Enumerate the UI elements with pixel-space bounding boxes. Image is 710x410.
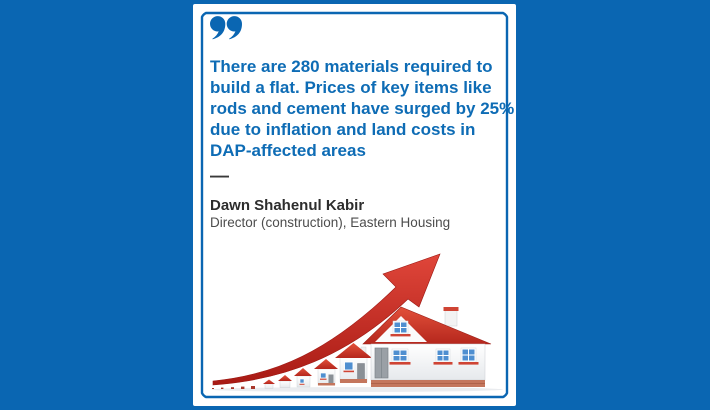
quote-line: DAP-affected areas (210, 141, 366, 160)
quote-marks-icon (210, 16, 242, 40)
quote-line: There are 280 materials required to (210, 57, 493, 76)
house-icon (278, 375, 292, 388)
author-title: Director (construction), Eastern Housing (210, 215, 451, 230)
house-icon (294, 368, 312, 388)
house-icon (263, 379, 275, 389)
quote-line: build a flat. Prices of key items like (210, 78, 492, 97)
rising-arrow-icon (212, 253, 441, 386)
big-house-icon (362, 306, 492, 387)
quote-line: due to inflation and land costs in (210, 120, 476, 139)
attribution-dash: — (210, 166, 229, 187)
quote-text: There are 280 materials required to buil… (210, 56, 515, 161)
tiny-house-icons (212, 386, 255, 389)
author-name: Dawn Shahenul Kabir (210, 197, 365, 214)
houses-row (212, 306, 492, 389)
house-icon (314, 359, 338, 386)
ground-shadow (211, 387, 503, 392)
quote-card: There are 280 materials required to buil… (193, 4, 516, 406)
quote-line: rods and cement have surged by 25% (210, 99, 515, 118)
housing-growth-illustration (211, 253, 503, 392)
house-icon (335, 343, 372, 383)
